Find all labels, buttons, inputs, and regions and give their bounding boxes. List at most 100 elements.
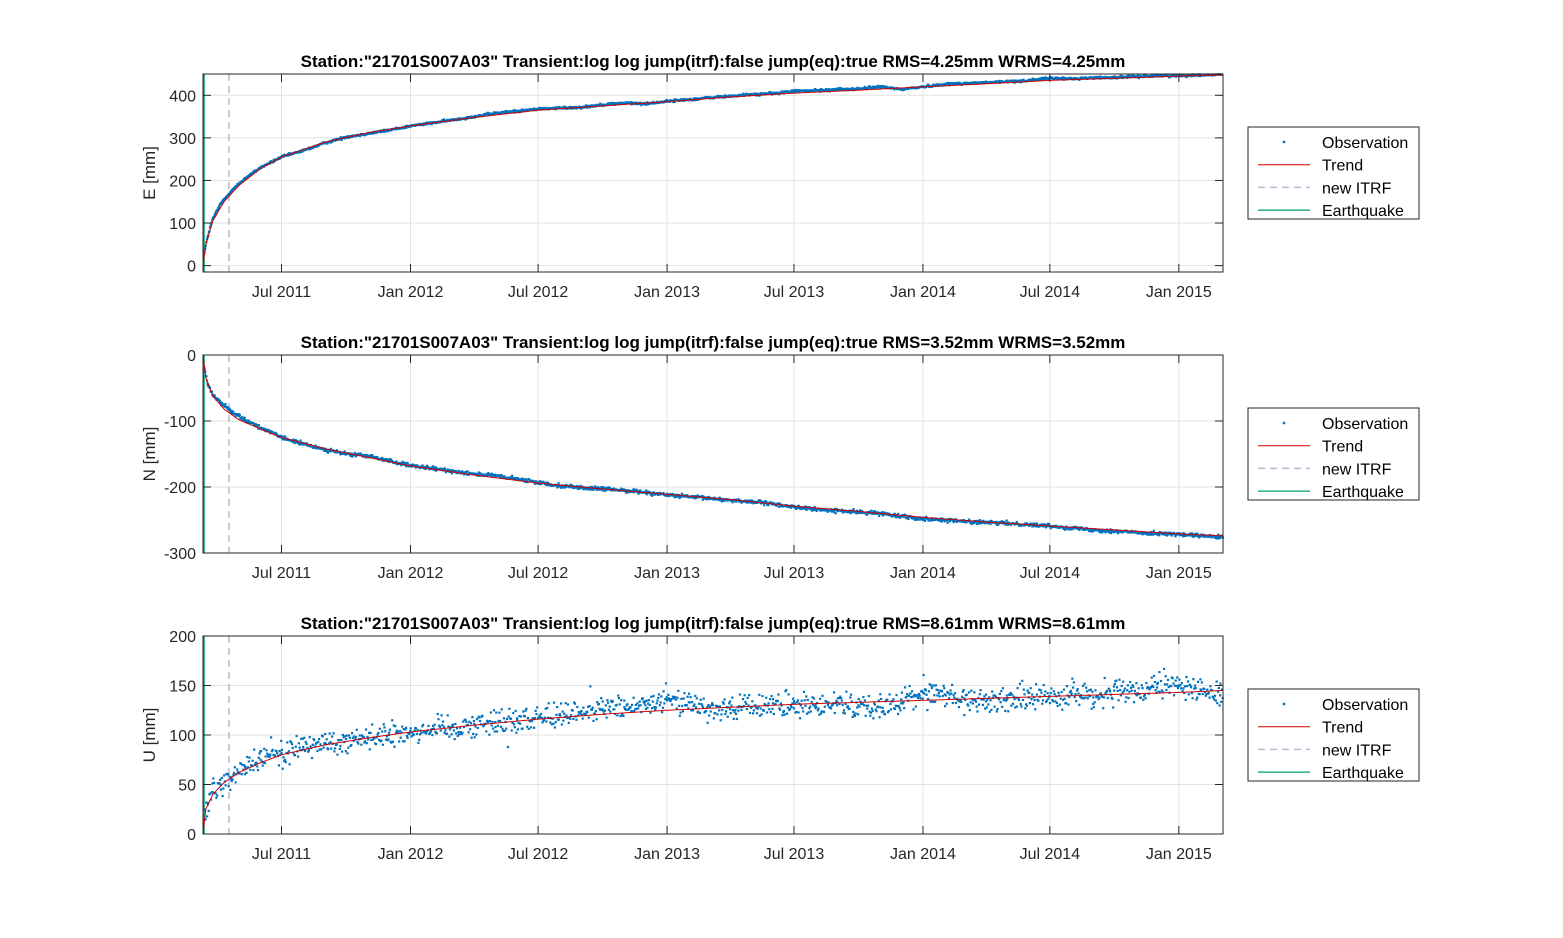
- observation-point: [1104, 692, 1107, 695]
- observation-point: [514, 109, 517, 112]
- observation-point: [363, 454, 366, 457]
- observation-point: [911, 695, 914, 698]
- observation-point: [624, 708, 627, 711]
- observation-point: [834, 512, 837, 515]
- observation-point: [1084, 528, 1087, 531]
- observation-point: [418, 733, 422, 736]
- observation-point: [590, 708, 593, 711]
- observation-point: [1191, 697, 1194, 700]
- observation-point: [1096, 75, 1099, 79]
- observation-point: [754, 704, 757, 707]
- observation-point: [360, 743, 363, 746]
- observation-point: [816, 709, 819, 712]
- observation-point: [856, 86, 859, 89]
- observation-point: [834, 507, 837, 510]
- observation-point: [473, 115, 476, 118]
- observation-point: [856, 713, 860, 716]
- observation-point: [654, 708, 657, 711]
- observation-point: [276, 752, 279, 755]
- observation-point: [495, 711, 498, 714]
- observation-point: [259, 426, 262, 429]
- observation-point: [256, 765, 259, 768]
- observation-point: [456, 734, 459, 737]
- observation-point: [1167, 686, 1170, 689]
- observation-point: [1004, 699, 1008, 702]
- observation-point: [409, 727, 412, 730]
- observation-point: [473, 472, 476, 475]
- observation-point: [214, 397, 218, 400]
- observation-point: [994, 696, 998, 699]
- observation-point: [518, 715, 521, 718]
- observation-point: [582, 706, 585, 709]
- observation-point: [810, 700, 813, 704]
- observation-point: [570, 486, 573, 489]
- observation-point: [343, 452, 346, 455]
- observation-point: [1147, 531, 1150, 534]
- observation-point: [222, 403, 225, 407]
- observation-point: [558, 107, 561, 110]
- observation-point: [210, 221, 213, 224]
- observation-point: [629, 706, 632, 709]
- observation-point: [477, 471, 480, 474]
- observation-point: [287, 152, 290, 156]
- observation-point: [886, 698, 889, 701]
- observation-point: [1199, 534, 1202, 537]
- observation-point: [809, 710, 812, 713]
- observation-point: [912, 516, 915, 519]
- observation-point: [259, 166, 262, 169]
- observation-point: [948, 519, 951, 522]
- observation-point: [481, 714, 484, 717]
- observation-point: [998, 698, 1001, 701]
- observation-point: [819, 712, 823, 715]
- observation-point: [1149, 533, 1152, 536]
- observation-point: [1179, 684, 1182, 687]
- observation-point: [1193, 687, 1196, 690]
- observation-point: [1050, 687, 1053, 690]
- observation-point: [511, 109, 514, 112]
- legend-label: Observation: [1322, 416, 1408, 433]
- observation-point: [793, 702, 796, 705]
- observation-point: [876, 86, 879, 89]
- observation-point: [863, 85, 866, 89]
- observation-point: [279, 753, 282, 756]
- observation-point: [500, 708, 503, 711]
- observation-point: [893, 707, 897, 710]
- observation-point: [1093, 701, 1096, 704]
- observation-point: [702, 697, 705, 700]
- observation-point: [266, 430, 269, 433]
- observation-point: [598, 488, 601, 491]
- observation-point: [243, 773, 246, 776]
- observation-point: [462, 473, 465, 476]
- observation-point: [381, 456, 384, 460]
- observation-point: [896, 705, 899, 708]
- observation-point: [1047, 78, 1051, 81]
- observation-point: [921, 697, 924, 700]
- observation-point: [336, 753, 339, 756]
- observation-point: [313, 738, 316, 742]
- observation-point: [443, 731, 446, 734]
- observation-point: [338, 747, 341, 750]
- observation-point: [982, 698, 985, 701]
- observation-point: [799, 704, 802, 707]
- observation-point: [310, 756, 314, 760]
- observation-point: [1200, 681, 1203, 684]
- observation-point: [637, 704, 641, 707]
- observation-point: [371, 723, 374, 726]
- observation-point: [333, 750, 336, 753]
- observation-point: [832, 511, 835, 514]
- observation-point: [250, 173, 253, 176]
- observation-point: [1156, 681, 1159, 684]
- observation-point: [820, 90, 823, 93]
- observation-point: [1151, 684, 1154, 687]
- observation-point: [1189, 684, 1192, 687]
- observation-point: [479, 719, 482, 723]
- observation-point: [960, 700, 963, 703]
- observation-point: [1034, 708, 1037, 711]
- observation-point: [262, 761, 265, 764]
- observation-point: [1023, 693, 1026, 696]
- observation-point: [247, 760, 250, 763]
- observation-point: [866, 707, 869, 710]
- observation-point: [1192, 535, 1195, 538]
- observation-point: [316, 749, 319, 753]
- observation-point: [557, 718, 560, 721]
